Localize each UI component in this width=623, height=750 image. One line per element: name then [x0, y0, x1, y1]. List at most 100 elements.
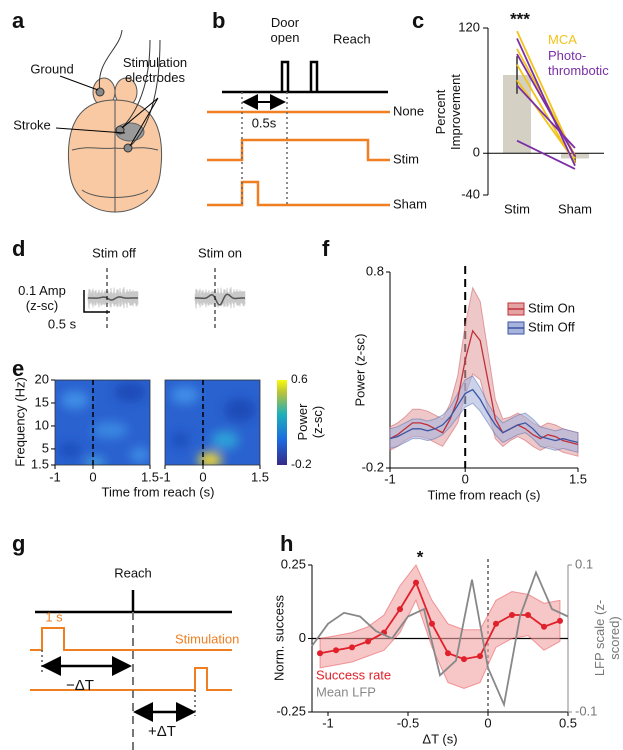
- panel-label: c: [412, 8, 424, 33]
- x-tick-label: -1: [49, 469, 61, 484]
- x-tick-label: Stim: [504, 201, 530, 216]
- trace: [87, 288, 139, 307]
- panel-label: e: [12, 356, 24, 381]
- y-tick-label: -0.25: [276, 703, 306, 718]
- label: 0.5s: [252, 115, 277, 130]
- y-tick-label: 5: [42, 440, 49, 455]
- y-tick-label: 10: [35, 417, 49, 432]
- legend-entry: Stim Off: [528, 319, 575, 334]
- trace: [194, 289, 246, 309]
- label: Reach: [333, 31, 371, 46]
- x-tick-label: -1: [322, 715, 334, 730]
- data-point: [397, 606, 403, 613]
- data-point: [333, 647, 339, 654]
- heatmap-frame: [54, 379, 151, 466]
- x-tick-label: -0.5: [397, 715, 419, 730]
- mean-trace: [195, 293, 245, 306]
- colorbar-tick-label: 0.6: [291, 372, 308, 386]
- y-tick-label: 20: [35, 371, 49, 386]
- label: 1 s: [45, 609, 63, 624]
- x-tick-label: 0: [462, 471, 469, 486]
- data-point: [557, 617, 563, 624]
- subject-line: [516, 84, 576, 149]
- label: Sham: [393, 196, 427, 211]
- x-axis-label: Time from reach (s): [428, 487, 541, 502]
- y-tick-label: 1.5: [31, 456, 49, 471]
- label: +ΔT: [148, 723, 176, 740]
- label: Stim off: [92, 245, 136, 260]
- label: Stim: [393, 151, 419, 166]
- legend-entry: Success rate: [316, 667, 391, 682]
- y-axis-label: Power (z-sc): [352, 333, 368, 407]
- label: Stim on: [198, 245, 242, 260]
- subject-line: [516, 79, 576, 163]
- y-axis-label: Frequency (Hz): [12, 377, 28, 467]
- y-tick-label: 0.8: [366, 263, 384, 278]
- error-band: [319, 564, 561, 690]
- data-point: [413, 579, 419, 586]
- data-point: [365, 638, 371, 645]
- data-point: [525, 611, 531, 618]
- panel-label: b: [212, 8, 225, 33]
- x-tick-label: 0: [199, 469, 206, 484]
- x-tick-label: 0.5: [559, 715, 577, 730]
- label: Door open: [270, 15, 300, 45]
- label: Reach: [114, 565, 152, 580]
- significance: *: [417, 547, 424, 566]
- y2-axis-label: LFP scale (z-scored): [592, 599, 622, 677]
- label: Stimulation: [175, 631, 239, 646]
- data-point: [461, 656, 467, 663]
- x-tick-label: 1.5: [251, 469, 269, 484]
- heatmap-frame: [164, 379, 261, 466]
- legend-entry: MCA: [548, 32, 577, 47]
- timing-diagram: [207, 60, 390, 207]
- x-axis-label: ΔT (s): [422, 731, 457, 746]
- label: Stroke: [13, 117, 51, 132]
- y-tick-label: 0: [473, 145, 480, 160]
- y-tick-label: 0.25: [281, 556, 306, 571]
- significance: ***: [510, 9, 530, 28]
- lfp-traces: [87, 268, 246, 330]
- error-band: [389, 286, 579, 457]
- subject-line: [516, 38, 576, 167]
- subject-line: [516, 53, 576, 157]
- label: Stimulation electrodes: [122, 55, 188, 85]
- legend-entry: Mean LFP: [316, 684, 376, 699]
- panel-label: f: [322, 236, 330, 261]
- y2-tick-label: 0.1: [575, 556, 593, 571]
- x-tick-label: -1: [159, 469, 171, 484]
- y-tick-label: 15: [35, 394, 49, 409]
- data-point: [317, 650, 323, 657]
- label: 0.5 s: [48, 316, 77, 331]
- y-tick-label: 0: [299, 630, 306, 645]
- x-tick-label: -1: [384, 471, 396, 486]
- data-point: [477, 653, 483, 660]
- data-point: [541, 623, 547, 630]
- delay-diagram: [30, 590, 232, 750]
- data-point: [445, 650, 451, 657]
- series-line: [389, 388, 579, 444]
- label: −ΔT: [66, 677, 94, 694]
- panel-label: a: [12, 8, 25, 33]
- mean-trace: [88, 296, 138, 301]
- colorbar-tick-label: -0.2: [291, 457, 312, 471]
- data-point: [493, 620, 499, 627]
- data-point: [349, 644, 355, 651]
- x-tick-label: 0: [484, 715, 491, 730]
- y-tick-label: -40: [461, 186, 480, 201]
- colorbar-label: Power (z-sc): [295, 403, 325, 441]
- x-tick-label: 0: [89, 469, 96, 484]
- label: None: [393, 103, 424, 118]
- data-point: [509, 611, 515, 618]
- panel-label: h: [280, 531, 293, 556]
- legend-entry: Photo-thrombotic: [548, 48, 609, 78]
- x-tick-label: 1.5: [141, 469, 159, 484]
- y-tick-label: 120: [458, 19, 480, 34]
- legend-entry: Stim On: [528, 300, 575, 315]
- panel-label: g: [12, 531, 25, 556]
- x-tick-label: 1.5: [569, 471, 587, 486]
- heatmap-on: [165, 380, 260, 465]
- y-axis-label: Norm. success: [271, 595, 287, 681]
